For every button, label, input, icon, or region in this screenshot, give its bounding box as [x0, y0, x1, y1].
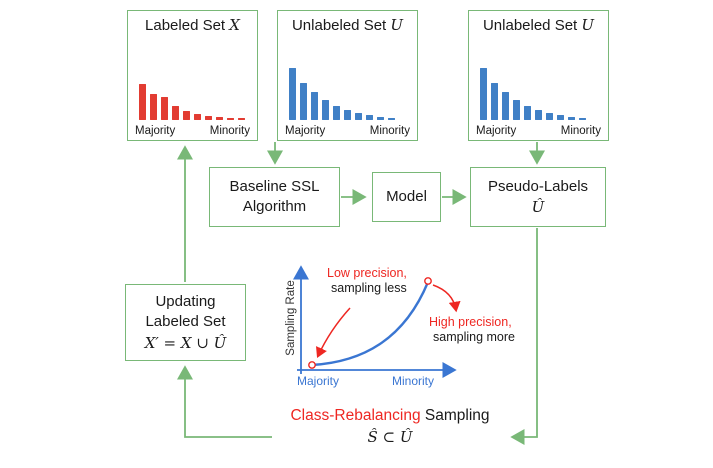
bar	[238, 118, 245, 120]
unlabeled-set-right-title-text: Unlabeled Set	[482, 17, 582, 34]
plot-minority-label: Minority	[392, 374, 435, 388]
bar	[333, 106, 340, 120]
unlabeled-set-mid-title-text: Unlabeled Set	[291, 17, 391, 34]
unlabeled-set-right-symbol: U	[581, 16, 595, 34]
bar	[557, 115, 564, 120]
minority-label: Minority	[369, 125, 410, 137]
model-box: Model	[372, 172, 441, 222]
bar	[300, 83, 307, 120]
pseudo-labels-symbol: Û	[531, 198, 545, 216]
unlabeled-right-histogram	[480, 68, 586, 120]
bar	[513, 100, 520, 120]
labeled-set-title-text: Labeled Set	[145, 17, 230, 34]
bar	[150, 94, 157, 120]
arrow-sampling-to-updating	[176, 365, 272, 438]
bar	[366, 115, 373, 120]
low-point-marker	[308, 361, 316, 369]
baseline-ssl-line2: Algorithm	[242, 198, 307, 215]
unlabeled-mid-axis-labels: Majority Minority	[285, 125, 410, 137]
unlabeled-set-right-title: Unlabeled Set U	[469, 16, 608, 34]
bar	[161, 97, 168, 120]
low-precision-black-text: sampling less	[331, 281, 407, 295]
class-rebalancing-sampling-label: Class-Rebalancing Sampling	[270, 407, 510, 425]
updating-formula: X′ = X ∪ Û	[144, 333, 227, 352]
updating-line2: Labeled Set	[145, 313, 226, 331]
majority-label: Majority	[285, 125, 326, 137]
high-precision-red-text: High precision,	[429, 315, 512, 329]
plot-majority-label: Majority	[297, 374, 340, 388]
bar	[183, 111, 190, 120]
unlabeled-set-box-mid: Unlabeled Set U Majority Minority	[277, 10, 418, 141]
baseline-ssl-box: Baseline SSL Algorithm	[209, 167, 340, 227]
minority-label: Minority	[209, 125, 250, 137]
bar	[139, 84, 146, 120]
bar	[344, 110, 351, 120]
baseline-ssl-line1: Baseline SSL	[229, 177, 320, 195]
bar	[205, 116, 212, 120]
bar	[491, 83, 498, 120]
bar	[388, 118, 395, 120]
unlabeled-right-axis-labels: Majority Minority	[476, 125, 601, 137]
bar	[524, 106, 531, 120]
labeled-set-box: Labeled Set X Majority Minority	[127, 10, 258, 141]
arrow-pseudo-to-sampling	[510, 228, 538, 446]
sampling-rate-axis-label: Sampling Rate	[285, 280, 297, 356]
pseudo-labels-line1: Pseudo-Labels	[487, 177, 589, 195]
pseudo-labels-box: Pseudo-Labels Û	[470, 167, 606, 227]
unlabeled-set-box-right: Unlabeled Set U Majority Minority	[468, 10, 609, 141]
bar	[194, 114, 201, 120]
bar	[227, 118, 234, 120]
bar	[289, 68, 296, 120]
unlabeled-set-mid-title: Unlabeled Set U	[278, 16, 417, 34]
bar	[355, 113, 362, 120]
low-precision-annotation: Low precision, sampling less	[327, 266, 407, 296]
bar	[216, 117, 223, 120]
bar	[502, 92, 509, 120]
high-precision-annotation: High precision, sampling more	[429, 315, 515, 345]
bar	[568, 117, 575, 120]
majority-label: Majority	[476, 125, 517, 137]
bar	[546, 113, 553, 120]
bar	[377, 117, 384, 120]
bar	[535, 110, 542, 120]
high-precision-arrow	[432, 284, 461, 313]
labeled-set-symbol: X	[229, 16, 240, 34]
low-precision-red-text: Low precision,	[327, 266, 407, 280]
unlabeled-mid-histogram	[289, 68, 395, 120]
sampling-black-text: Sampling	[420, 407, 490, 424]
bar	[322, 100, 329, 120]
subset-formula: Ŝ ⊂ Û	[367, 428, 413, 446]
low-precision-arrow	[316, 307, 351, 359]
labeled-axis-labels: Majority Minority	[135, 125, 250, 137]
model-label: Model	[386, 187, 427, 205]
high-point-marker	[424, 277, 432, 285]
bar	[172, 106, 179, 120]
updating-labeled-set-box: Updating Labeled Set X′ = X ∪ Û	[125, 284, 246, 361]
unlabeled-set-mid-symbol: U	[390, 16, 404, 34]
minority-label: Minority	[560, 125, 601, 137]
class-rebalancing-red-text: Class-Rebalancing	[290, 407, 421, 424]
updating-line1: Updating	[155, 293, 216, 311]
bar	[579, 118, 586, 120]
bar	[311, 92, 318, 120]
bar	[480, 68, 487, 120]
high-precision-black-text: sampling more	[433, 330, 515, 344]
labeled-set-title: Labeled Set X	[128, 16, 257, 34]
labeled-histogram	[139, 84, 245, 120]
majority-label: Majority	[135, 125, 176, 137]
